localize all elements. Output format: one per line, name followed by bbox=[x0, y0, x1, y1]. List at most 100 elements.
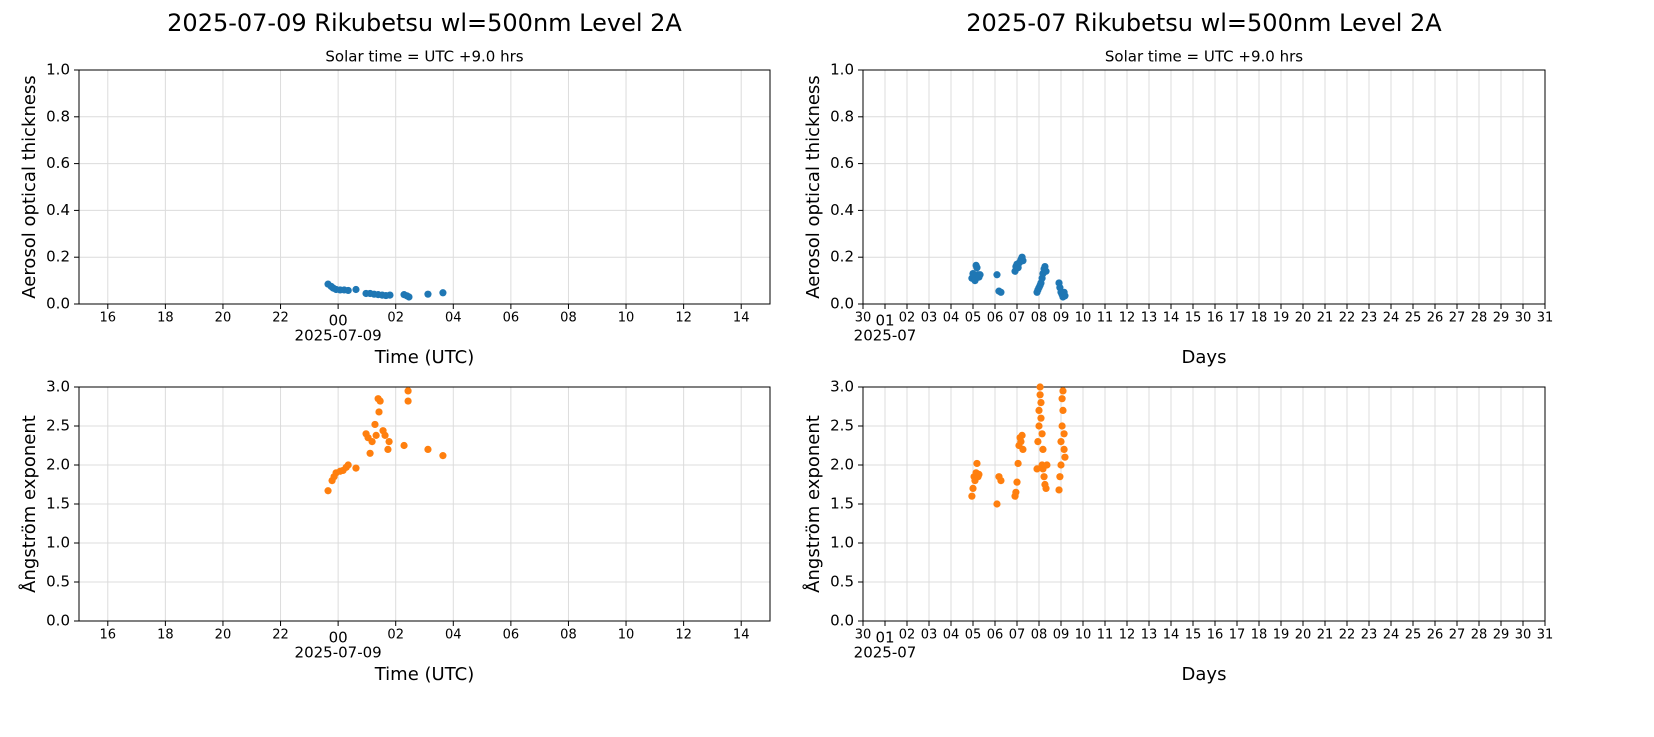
data-point bbox=[1055, 486, 1063, 494]
x-tick-label: 26 bbox=[1427, 311, 1444, 326]
data-point bbox=[993, 271, 1001, 279]
data-point bbox=[372, 431, 380, 439]
data-point bbox=[993, 500, 1001, 508]
x-tick-label: 03 bbox=[921, 628, 938, 643]
x-tick-label: 28 bbox=[1471, 311, 1488, 326]
x-tick-label: 06 bbox=[987, 311, 1004, 326]
y-axis-title: Aerosol optical thickness bbox=[803, 75, 824, 298]
x-tick-label: 23 bbox=[1361, 628, 1378, 643]
data-point bbox=[404, 387, 412, 395]
data-point bbox=[973, 264, 981, 272]
x-tick-label: 30 bbox=[855, 311, 872, 326]
y-tick-label: 2.0 bbox=[830, 456, 854, 474]
y-tick-label: 0.4 bbox=[830, 201, 854, 219]
x-tick-label: 20 bbox=[1295, 311, 1312, 326]
data-point bbox=[366, 449, 374, 457]
x-tick-label: 08 bbox=[1031, 311, 1048, 326]
data-point bbox=[1061, 292, 1069, 300]
x-tick-label: 16 bbox=[100, 311, 117, 326]
x-tick-label: 17 bbox=[1229, 311, 1246, 326]
x-date-label: 2025-07 bbox=[854, 327, 917, 345]
chart-subtitle: Solar time = UTC +9.0 hrs bbox=[325, 48, 523, 66]
x-tick-label: 18 bbox=[1251, 628, 1268, 643]
x-tick-label: 10 bbox=[618, 628, 635, 643]
data-point bbox=[384, 445, 392, 453]
x-tick-label: 22 bbox=[1339, 311, 1356, 326]
x-tick-label: 31 bbox=[1537, 311, 1554, 326]
chart-title: 2025-07-09 Rikubetsu wl=500nm Level 2A bbox=[167, 9, 682, 37]
x-tick-label: 10 bbox=[618, 311, 635, 326]
y-tick-label: 0.5 bbox=[830, 573, 854, 591]
x-date-label: 2025-07-09 bbox=[295, 644, 382, 662]
data-point bbox=[1013, 478, 1021, 486]
x-tick-label: 29 bbox=[1493, 311, 1510, 326]
chart-title: 2025-07 Rikubetsu wl=500nm Level 2A bbox=[966, 9, 1442, 37]
data-point bbox=[1040, 473, 1048, 481]
data-point bbox=[1060, 445, 1068, 453]
data-point bbox=[997, 288, 1005, 296]
data-point bbox=[1033, 465, 1041, 473]
x-tick-label: 22 bbox=[1339, 628, 1356, 643]
x-tick-label: 21 bbox=[1317, 628, 1334, 643]
x-tick-label: 14 bbox=[733, 628, 750, 643]
data-point bbox=[1019, 257, 1027, 265]
y-tick-label: 0.0 bbox=[46, 612, 70, 630]
data-point bbox=[424, 445, 432, 453]
y-tick-label: 0.8 bbox=[830, 107, 854, 125]
data-point bbox=[1058, 395, 1066, 403]
x-date-label: 2025-07 bbox=[854, 644, 917, 662]
data-point bbox=[344, 461, 352, 469]
subplot: 2025-07-09 Rikubetsu wl=500nm Level 2A So… bbox=[19, 9, 771, 368]
y-axis-title: Aerosol optical thickness bbox=[19, 75, 40, 298]
data-point bbox=[439, 452, 447, 460]
x-tick-label: 25 bbox=[1405, 628, 1422, 643]
data-point bbox=[376, 397, 384, 405]
x-tick-label: 20 bbox=[215, 628, 232, 643]
x-tick-label: 07 bbox=[1009, 628, 1026, 643]
x-tick-label: 10 bbox=[1075, 311, 1092, 326]
y-tick-label: 0.2 bbox=[46, 248, 70, 266]
data-point bbox=[405, 293, 413, 301]
x-tick-label: 17 bbox=[1229, 628, 1246, 643]
x-tick-label: 02 bbox=[387, 311, 404, 326]
x-tick-label: 08 bbox=[560, 628, 577, 643]
x-tick-label: 11 bbox=[1097, 311, 1114, 326]
data-point bbox=[1035, 422, 1043, 430]
data-point bbox=[1056, 473, 1064, 481]
x-tick-label: 02 bbox=[387, 628, 404, 643]
x-tick-label: 05 bbox=[965, 311, 982, 326]
x-tick-label: 09 bbox=[1053, 628, 1070, 643]
x-tick-label: 18 bbox=[1251, 311, 1268, 326]
data-point bbox=[352, 285, 360, 294]
data-point bbox=[1059, 387, 1067, 395]
data-point bbox=[344, 286, 352, 295]
x-tick-label: 03 bbox=[921, 311, 938, 326]
y-tick-label: 2.5 bbox=[830, 417, 854, 435]
data-point bbox=[975, 470, 983, 478]
y-tick-label: 1.0 bbox=[830, 61, 854, 79]
data-point bbox=[1037, 399, 1045, 407]
x-tick-label: 01 bbox=[875, 629, 894, 647]
x-tick-label: 14 bbox=[733, 311, 750, 326]
x-tick-label: 25 bbox=[1405, 311, 1422, 326]
x-tick-label: 20 bbox=[215, 311, 232, 326]
data-point bbox=[352, 464, 360, 472]
data-point bbox=[973, 459, 981, 468]
x-tick-label: 06 bbox=[503, 311, 520, 326]
data-point bbox=[968, 492, 976, 500]
y-tick-label: 0.0 bbox=[830, 295, 854, 313]
data-point bbox=[1014, 459, 1022, 468]
x-axis-title: Time (UTC) bbox=[374, 347, 475, 368]
x-tick-label: 06 bbox=[987, 628, 1004, 643]
x-axis-title: Days bbox=[1182, 347, 1227, 368]
data-point bbox=[400, 441, 408, 450]
data-point bbox=[1059, 406, 1067, 414]
data-point bbox=[1034, 438, 1042, 446]
data-point bbox=[1036, 383, 1044, 391]
data-point bbox=[1037, 414, 1045, 422]
y-tick-label: 0.6 bbox=[46, 154, 70, 172]
x-tick-label: 27 bbox=[1449, 311, 1466, 326]
x-tick-label: 19 bbox=[1273, 311, 1290, 326]
data-point bbox=[385, 438, 393, 446]
